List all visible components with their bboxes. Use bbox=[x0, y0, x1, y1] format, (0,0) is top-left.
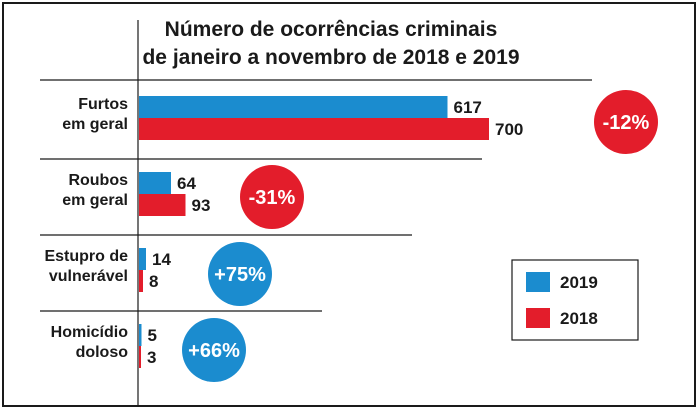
bar-2019-2 bbox=[139, 248, 146, 270]
value-label-2018-3: 3 bbox=[147, 348, 156, 367]
value-label-2018-1: 93 bbox=[192, 196, 211, 215]
change-badge-3 bbox=[182, 318, 246, 382]
category-label-3-1: doloso bbox=[76, 344, 129, 361]
bar-2018-3 bbox=[139, 346, 141, 368]
change-badge-label-0: -12% bbox=[603, 112, 650, 134]
chart-rows: Furtos em geral 617 700 -12% Roubos em geral 64… bbox=[40, 79, 658, 382]
category-label-3-0: Homicídio bbox=[51, 324, 129, 341]
category-label-0-1: em geral bbox=[62, 116, 128, 133]
legend-label-2018: 2018 bbox=[560, 309, 598, 328]
value-label-2018-0: 700 bbox=[495, 120, 523, 139]
category-label-0-0: Furtos bbox=[78, 96, 128, 113]
category-row-1: Roubos em geral 64 93 -31% bbox=[62, 165, 304, 229]
value-label-2019-3: 5 bbox=[148, 326, 157, 345]
value-label-2018-2: 8 bbox=[149, 272, 158, 291]
bar-2018-0 bbox=[139, 118, 489, 140]
category-row-0: Furtos em geral 617 700 -12% bbox=[62, 90, 658, 154]
value-label-2019-1: 64 bbox=[177, 174, 196, 193]
legend-swatch-2018 bbox=[526, 308, 550, 328]
category-label-2-0: Estupro de bbox=[44, 248, 128, 265]
category-label-1-0: Roubos bbox=[68, 172, 128, 189]
bar-chart: Número de ocorrências criminais de janei… bbox=[40, 18, 658, 405]
change-badge-2 bbox=[208, 242, 272, 306]
legend-label-2019: 2019 bbox=[560, 273, 598, 292]
change-badge-1 bbox=[240, 165, 304, 229]
value-label-2019-2: 14 bbox=[152, 250, 171, 269]
bar-2019-0 bbox=[139, 96, 448, 118]
category-row-3: Homicídio doloso 5 3 +66% bbox=[51, 318, 246, 382]
change-badge-label-3: +66% bbox=[188, 340, 240, 362]
bar-2019-1 bbox=[139, 172, 171, 194]
category-label-2-1: vulnerável bbox=[49, 268, 128, 285]
change-badge-label-2: +75% bbox=[214, 264, 266, 286]
chart-title-line-2: de janeiro a novembro de 2018 e 2019 bbox=[142, 46, 519, 69]
category-label-1-1: em geral bbox=[62, 192, 128, 209]
value-label-2019-0: 617 bbox=[454, 98, 482, 117]
category-row-2: Estupro de vulnerável 14 8 +75% bbox=[44, 242, 272, 306]
chart-title-line-1: Número de ocorrências criminais bbox=[165, 18, 498, 41]
bar-2018-1 bbox=[139, 194, 186, 216]
change-badge-0 bbox=[594, 90, 658, 154]
legend: 2019 2018 bbox=[511, 259, 639, 341]
bar-2019-3 bbox=[139, 324, 142, 346]
change-badge-label-1: -31% bbox=[249, 187, 296, 209]
legend-swatch-2019 bbox=[526, 272, 550, 292]
bar-2018-2 bbox=[139, 270, 143, 292]
